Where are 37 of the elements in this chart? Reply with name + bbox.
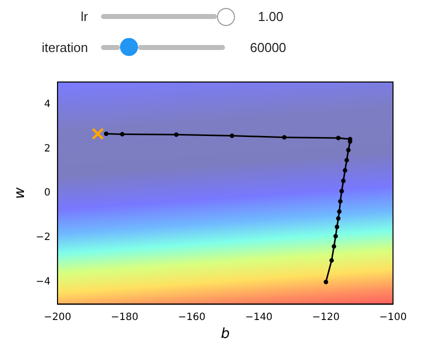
point	[230, 134, 234, 138]
x-tick-label: −120	[312, 312, 340, 323]
x-tick-label: −100	[379, 312, 407, 323]
x-tick-label: −140	[245, 312, 273, 323]
point	[342, 168, 348, 173]
point	[104, 132, 108, 136]
y-tick-label: −4	[36, 276, 51, 288]
point	[120, 132, 125, 136]
y-tick-label: 0	[44, 188, 51, 199]
x-tick-label: −200	[44, 312, 72, 323]
point	[324, 280, 328, 284]
text: iteration	[40, 40, 88, 55]
text: 60000	[250, 40, 286, 55]
x-tick-label: −160	[178, 312, 206, 323]
point	[337, 209, 342, 214]
x-tick-label: −180	[110, 312, 138, 323]
point	[282, 135, 287, 140]
y-tick-label: 4	[44, 98, 51, 110]
y-tick-label: 2	[44, 143, 51, 154]
point	[329, 258, 334, 263]
point	[338, 199, 343, 204]
x-axis-title: b	[220, 326, 230, 342]
text: lr	[80, 9, 88, 24]
y-axis-title: w	[12, 186, 28, 199]
point	[336, 136, 341, 140]
point	[332, 244, 336, 249]
text: 1.00	[258, 9, 284, 24]
point	[341, 178, 346, 184]
point	[344, 158, 349, 162]
point	[92, 128, 104, 140]
point	[346, 148, 351, 152]
y-tick-label: −2	[36, 232, 51, 244]
point	[334, 224, 340, 230]
point	[174, 132, 179, 137]
point	[336, 216, 341, 221]
point	[333, 234, 338, 238]
point	[339, 188, 344, 194]
